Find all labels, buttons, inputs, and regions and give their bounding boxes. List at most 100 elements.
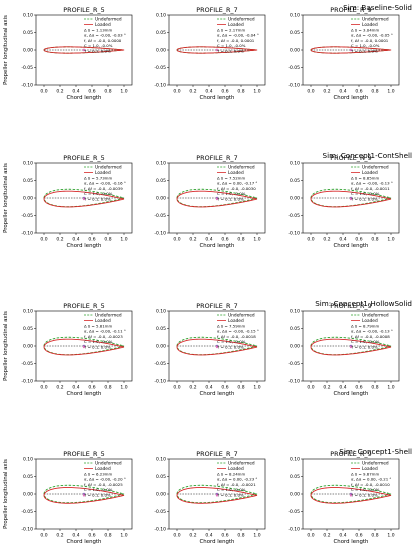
x-tick-label: 0.2	[323, 385, 330, 391]
x-tick-label: 0.8	[237, 385, 244, 391]
stats-line: f, Δf = -0.0, -0.0039	[84, 186, 123, 191]
legend-loaded-label: Loaded	[362, 318, 378, 324]
undeformed-profile-line	[43, 484, 125, 504]
y-tick-label: -0.05	[21, 213, 33, 219]
x-tick-label: 0.2	[189, 385, 196, 391]
profile-panel: PROFILE_R_7 0.10 0.05 0.00 -0.05 -0.10 0.0 0.2 0…	[154, 302, 266, 397]
legend-undeformed-label: Undeformed	[228, 165, 255, 171]
legend-loaded-label: Loaded	[362, 170, 378, 176]
legend-loaded-label: Loaded	[95, 22, 111, 28]
loaded-profile-line	[176, 338, 258, 356]
panel-title: PROFILE_R_7	[196, 450, 237, 458]
stats-line: C = 1.0, -0.0%	[351, 191, 380, 196]
y-tick-label: -0.05	[21, 509, 33, 515]
y-tick-label: -0.10	[288, 379, 300, 385]
y-tick-label: 0.10	[23, 161, 33, 167]
x-tick-label: 1.0	[253, 533, 260, 539]
stats-line: α, Δα = -0.00, -0.13 °	[351, 181, 393, 186]
sim-label: Sim: Concept1-ContShell	[323, 151, 412, 160]
legend-undeformed-label: Undeformed	[95, 165, 122, 171]
centroid-loaded-marker	[215, 48, 219, 52]
panel-title: PROFILE_R_9	[330, 450, 371, 458]
loaded-profile-line	[310, 338, 392, 356]
x-tick-label: 1.0	[253, 385, 260, 391]
loaded-profile-line	[310, 487, 392, 504]
y-tick-label: 0.00	[156, 48, 166, 54]
y-tick-label: 0.00	[23, 196, 33, 202]
y-tick-label: 0.10	[156, 13, 166, 19]
x-axis-label: Chord length	[200, 391, 235, 397]
legend-undeformed-label: Undeformed	[95, 313, 122, 319]
loaded-profile-line	[176, 487, 258, 504]
profile-panel: PROFILE_R_5 0.10 0.05 0.00 -0.05 -0.10 0.0 0.2 0…	[21, 154, 133, 249]
x-tick-label: 1.0	[120, 533, 127, 539]
y-tick-label: 0.00	[290, 48, 300, 54]
loaded-profile-line	[310, 190, 392, 208]
legend-loaded-label: Loaded	[95, 466, 111, 472]
x-tick-label: 0.4	[205, 385, 212, 391]
panel-title: PROFILE_R_9	[330, 6, 371, 14]
x-tick-label: 0.2	[189, 533, 196, 539]
stats-line: Δ δ = 8.79mm	[351, 324, 379, 329]
x-tick-label: 0.8	[371, 89, 378, 95]
x-tick-label: 0.6	[88, 89, 95, 95]
y-tick-label: 0.05	[156, 474, 166, 480]
x-tick-label: 0.8	[104, 237, 111, 243]
x-tick-label: 0.6	[88, 237, 95, 243]
legend-loaded-label: Loaded	[228, 318, 244, 324]
y-tick-label: 0.10	[156, 309, 166, 315]
x-tick-label: 1.0	[387, 385, 394, 391]
centroid-loaded-marker	[349, 48, 353, 52]
x-axis-label: Chord length	[67, 243, 102, 249]
undeformed-profile-line	[310, 484, 392, 504]
x-tick-label: 0.8	[237, 237, 244, 243]
legend-loaded-label: Loaded	[228, 466, 244, 472]
y-tick-label: 0.05	[156, 178, 166, 184]
x-tick-label: 0.2	[323, 89, 330, 95]
x-tick-label: 0.0	[307, 533, 314, 539]
legend-loaded-label: Loaded	[362, 466, 378, 472]
x-axis-label: Chord length	[334, 539, 369, 545]
stats-line: α, Δα = -0.00, -0.11 °	[84, 329, 126, 334]
centroid-loaded-marker	[215, 494, 219, 497]
y-tick-label: -0.05	[154, 509, 166, 515]
stats-line: T = 0.1, 0.0%	[83, 196, 111, 201]
y-axis-label: Propeller longitudinal axis	[3, 163, 9, 233]
panel-title: PROFILE_R_9	[330, 302, 371, 310]
y-tick-label: -0.10	[154, 379, 166, 385]
x-tick-label: 0.0	[173, 89, 180, 95]
stats-line: C = 1.0, -0.0%	[84, 487, 113, 492]
x-tick-label: 0.6	[88, 385, 95, 391]
y-tick-label: -0.10	[21, 379, 33, 385]
x-tick-label: 1.0	[120, 385, 127, 391]
y-tick-label: 0.10	[23, 457, 33, 463]
x-tick-label: 0.8	[237, 89, 244, 95]
stats-line: α, Δα = 0.00, -0.17 °	[217, 181, 257, 186]
y-tick-label: 0.10	[23, 13, 33, 19]
stats-line: f, Δf = -0.0, -0.0010	[351, 482, 390, 487]
y-tick-label: -0.05	[154, 213, 166, 219]
stats-line: T = 0.1, 0.0%	[350, 344, 378, 349]
x-tick-label: 0.0	[173, 533, 180, 539]
centroid-loaded-marker	[82, 48, 86, 52]
stats-line: f, Δf = -0.0, 0.0000	[84, 38, 122, 43]
legend-undeformed-label: Undeformed	[362, 17, 389, 23]
x-tick-label: 1.0	[120, 237, 127, 243]
stats-line: α, Δα = 0.00, -0.23 °	[217, 477, 257, 482]
y-tick-label: -0.05	[154, 361, 166, 367]
x-tick-label: 1.0	[120, 89, 127, 95]
y-tick-label: 0.05	[290, 30, 300, 36]
profile-panel: PROFILE_R_9 0.10 0.05 0.00 -0.05 -0.10 0.0 0.2 0…	[288, 6, 400, 101]
x-tick-label: 0.8	[104, 533, 111, 539]
stats-line: f, Δf = -0.0, -0.0008	[351, 334, 390, 339]
legend-loaded-label: Loaded	[95, 318, 111, 324]
x-tick-label: 0.6	[221, 237, 228, 243]
stats-line: Δ δ = 6.23mm	[84, 472, 112, 477]
x-tick-label: 0.6	[355, 89, 362, 95]
stats-line: f, Δf = -0.0, 0.0001	[351, 38, 389, 43]
y-tick-label: -0.10	[21, 83, 33, 89]
y-tick-label: 0.00	[156, 196, 166, 202]
legend-undeformed-label: Undeformed	[228, 17, 255, 23]
x-tick-label: 1.0	[387, 237, 394, 243]
panel-title: PROFILE_R_9	[330, 154, 371, 162]
